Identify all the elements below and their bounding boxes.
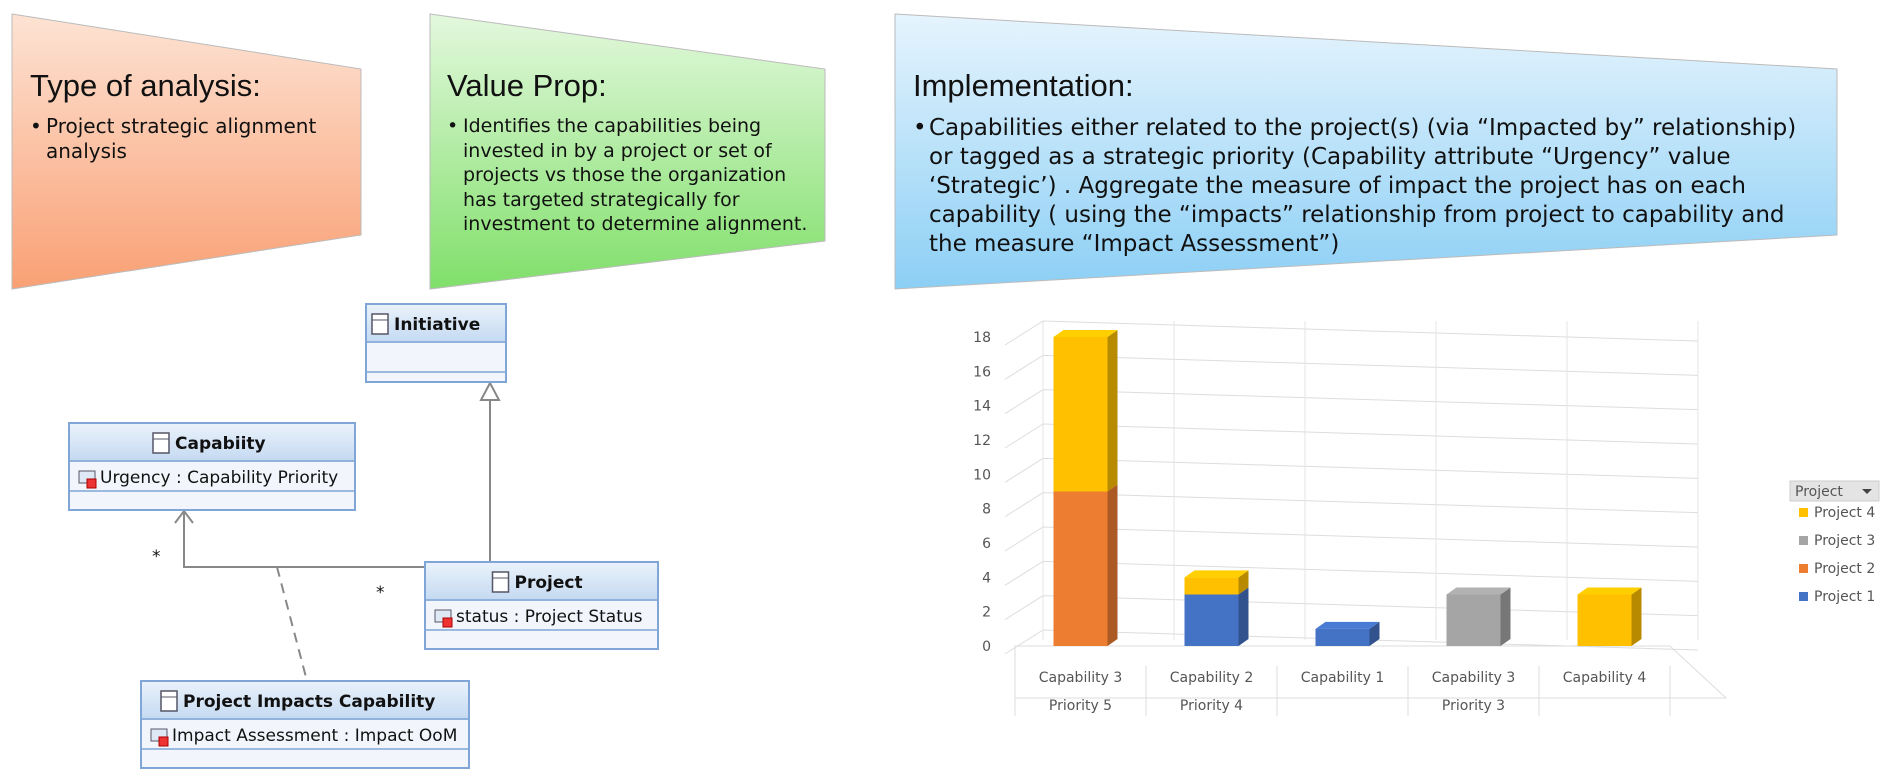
generalization-arrow (479, 380, 501, 401)
bar-side (1107, 330, 1118, 492)
attribute-icon (158, 736, 169, 747)
class-header (426, 563, 657, 601)
panel-title: Value Prop: (447, 68, 607, 103)
bar-front (1315, 628, 1370, 646)
class-name: Initiative (394, 315, 480, 335)
class-name: Capabiity (175, 434, 266, 454)
x-group-label: Priority 5 (1049, 698, 1112, 714)
bar-front (1184, 577, 1239, 595)
chart: 0 2 4 6 8 10 12 14 16 18 Capability 3 Priority 5 Cap… (973, 320, 1880, 716)
uml-diagram: Initiative Capabiity Urgency : Capability … (68, 303, 659, 769)
class-header (142, 682, 468, 720)
multiplicity: * (376, 583, 385, 603)
x-group-label: Priority 3 (1442, 698, 1505, 714)
bar-top (1053, 330, 1118, 337)
legend-header (1789, 480, 1880, 502)
bar-side (1631, 587, 1642, 646)
panel: Value Prop: Identifies the capabilities b… (447, 68, 817, 237)
bar-side (1238, 587, 1249, 646)
bar-front (1446, 594, 1501, 646)
bar-front (1053, 337, 1108, 492)
y-tick-label: 6 (982, 536, 991, 552)
bar-top (1184, 570, 1249, 578)
panel-bullet: Identifies the capabilities being invest… (447, 114, 817, 237)
panel-bullet: Capabilities either related to the proje… (913, 114, 1818, 259)
x-tick-label: Capability 3 (1432, 670, 1516, 686)
bar-top (1577, 587, 1642, 595)
legend-label: Project 1 (1814, 589, 1875, 605)
class-header (367, 305, 505, 343)
legend-dropdown[interactable] (1862, 489, 1872, 494)
panel-title: Implementation: (913, 68, 1134, 103)
legend-swatch (1799, 508, 1808, 517)
bar-side (1107, 484, 1118, 646)
legend-swatch (1799, 564, 1808, 573)
attribute: Urgency : Capability Priority (100, 468, 338, 488)
x-group-label: Priority 4 (1180, 698, 1243, 714)
bar-top (1446, 587, 1511, 595)
legend-label: Project 4 (1814, 505, 1875, 521)
class-icon (371, 313, 389, 335)
class-icon (491, 571, 510, 593)
attribute: Impact Assessment : Impact OoM (172, 726, 457, 746)
association-class-link (276, 566, 308, 682)
class-icon (152, 432, 170, 454)
bar-side (1500, 587, 1511, 646)
x-tick-label: Capability 3 (1039, 670, 1123, 686)
bar-top (1315, 621, 1380, 629)
legend-swatch (1799, 592, 1808, 601)
class-icon (160, 690, 178, 712)
x-tick-label: Capability 4 (1563, 670, 1647, 686)
panel: Implementation: Capabilities either relat… (913, 68, 1818, 259)
y-tick-label: 10 (973, 467, 991, 483)
attribute-icon (442, 617, 453, 628)
y-tick-label: 8 (982, 502, 991, 518)
panel-title: Type of analysis: (30, 68, 261, 103)
bar-side (1238, 570, 1249, 595)
legend-title: Project (1795, 484, 1843, 500)
association (183, 512, 425, 568)
y-tick-label: 2 (982, 605, 991, 621)
multiplicity: * (152, 547, 161, 567)
class-header (70, 424, 354, 462)
bar-front (1184, 594, 1239, 646)
y-tick-label: 18 (973, 330, 991, 346)
y-tick-label: 14 (973, 399, 991, 415)
y-tick-label: 4 (982, 570, 991, 586)
bar-side (1369, 621, 1380, 646)
y-tick-label: 12 (973, 433, 991, 449)
x-tick-label: Capability 2 (1170, 670, 1254, 686)
attribute: status : Project Status (456, 607, 643, 627)
y-tick-label: 16 (973, 364, 991, 380)
bar-front (1577, 594, 1632, 646)
class-name: Project Impacts Capability (183, 692, 435, 712)
panel: Type of analysis: Project strategic align… (30, 68, 340, 164)
legend-swatch (1799, 536, 1808, 545)
attribute-icon (86, 478, 97, 489)
y-tick-label: 0 (982, 639, 991, 655)
bar-front (1053, 491, 1108, 646)
x-tick-label: Capability 1 (1301, 670, 1385, 686)
panel-bullet: Project strategic alignment analysis (30, 114, 340, 164)
legend-label: Project 3 (1814, 533, 1875, 549)
legend-label: Project 2 (1814, 561, 1875, 577)
class-name: Project (515, 573, 583, 593)
